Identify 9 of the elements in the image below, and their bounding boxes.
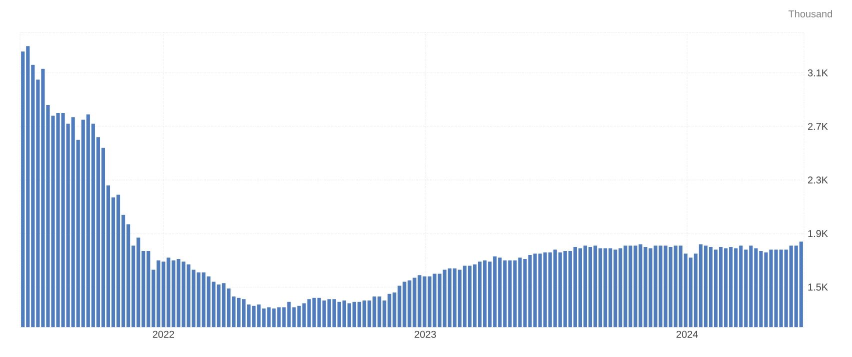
x-tick-label: 2022 [152, 330, 174, 338]
y-tick-label: 1.9K [808, 230, 828, 238]
y-tick-label: 2.3K [808, 176, 828, 184]
y-tick-label: 1.5K [808, 284, 828, 291]
x-tick-label: 2023 [414, 330, 436, 338]
y-tick-label: 3.1K [808, 69, 828, 76]
y-axis-title: Thousand [788, 10, 832, 18]
x-tick-label: 2024 [676, 330, 698, 338]
y-tick-label: 2.7K [808, 122, 828, 130]
